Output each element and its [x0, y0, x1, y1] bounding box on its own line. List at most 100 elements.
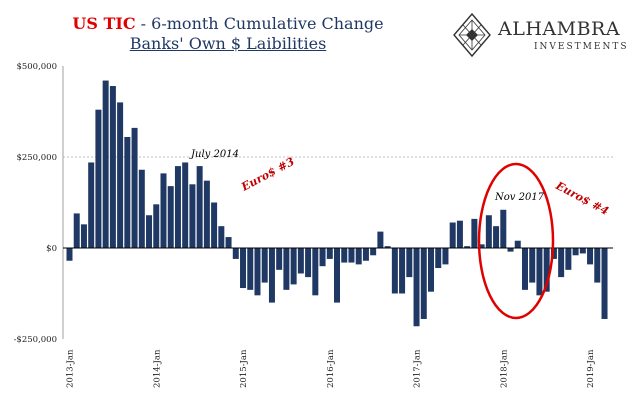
bar	[203, 180, 210, 248]
bar	[377, 231, 384, 248]
bar	[341, 248, 348, 263]
title-cumulative-change: - 6-month Cumulative Change	[135, 14, 384, 33]
bar	[471, 218, 478, 248]
bar	[435, 248, 442, 269]
bars	[66, 80, 608, 327]
chart-title: US TIC - 6-month Cumulative Change Banks…	[0, 14, 456, 54]
bar	[124, 136, 131, 248]
bar	[326, 248, 333, 259]
bar	[355, 248, 362, 265]
bar	[558, 248, 565, 278]
x-tick-label: 2015-Jan	[239, 349, 249, 388]
bar	[413, 248, 420, 327]
bar	[319, 248, 326, 267]
bar	[420, 248, 427, 319]
bar	[521, 248, 528, 290]
bar	[601, 248, 608, 319]
x-tick-label: 2013-Jan	[66, 349, 76, 388]
bar	[348, 248, 355, 263]
bar	[384, 246, 391, 248]
bar	[334, 248, 341, 303]
y-tick-label: $500,000	[16, 62, 57, 72]
bar	[66, 248, 73, 261]
bar	[594, 248, 601, 283]
bar	[579, 248, 586, 254]
annotation-july-2014: July 2014	[189, 149, 239, 160]
bar	[514, 240, 521, 248]
bar	[276, 248, 283, 270]
bar	[160, 173, 167, 248]
bar	[218, 226, 225, 248]
bar	[449, 222, 456, 248]
annotation-euro-4: Euro$ #4	[553, 179, 611, 218]
bar	[456, 220, 463, 248]
annotation-nov-2017: Nov 2017	[494, 192, 545, 203]
bar	[572, 248, 579, 256]
diamond-lattice-icon	[453, 12, 491, 58]
bar	[174, 166, 181, 248]
bar	[442, 248, 449, 265]
x-tick-labels: 2013-Jan 2014-Jan 2015-Jan 2016-Jan 2017-Jan…	[66, 349, 597, 388]
y-tick-label: -$250,000	[14, 335, 57, 345]
bar	[565, 248, 572, 270]
bar	[211, 202, 218, 248]
bar	[290, 248, 297, 285]
y-tick-label: $250,000	[16, 153, 57, 163]
bar	[406, 248, 413, 278]
title-line-1: US TIC - 6-month Cumulative Change	[0, 14, 456, 34]
bar	[428, 248, 434, 292]
bar	[370, 248, 377, 256]
bar	[399, 248, 406, 294]
alhambra-logo: ALHAMBRA INVESTMENTS	[452, 12, 637, 58]
bar	[362, 248, 369, 261]
bar	[102, 80, 109, 248]
bar	[536, 248, 543, 296]
x-tick-label: 2014-Jan	[152, 349, 162, 388]
x-tick-label: 2016-Jan	[326, 349, 336, 388]
bar	[464, 246, 471, 248]
bar	[138, 169, 145, 248]
bar	[261, 248, 268, 283]
bar	[182, 162, 189, 248]
x-tick-label: 2018-Jan	[499, 349, 509, 388]
bar	[529, 248, 536, 283]
bar	[305, 248, 312, 278]
bar	[500, 209, 507, 248]
x-tick-label: 2019-Jan	[586, 349, 596, 388]
bar	[268, 248, 275, 303]
bar	[485, 215, 492, 248]
logo-subtitle: INVESTMENTS	[534, 42, 629, 52]
bar	[88, 162, 95, 248]
bar	[189, 184, 196, 248]
y-tick-labels: $500,000 $250,000 $0 -$250,000	[14, 62, 57, 345]
bar	[247, 248, 254, 290]
bar	[95, 109, 102, 249]
y-tick-label: $0	[46, 244, 57, 254]
bar	[153, 204, 160, 248]
bar	[543, 248, 550, 292]
logo-name: ALHAMBRA	[498, 18, 621, 40]
bar	[109, 86, 116, 249]
bar	[587, 248, 594, 265]
bar	[493, 226, 500, 248]
x-tick-label: 2017-Jan	[413, 349, 423, 388]
bar	[550, 248, 557, 259]
bar	[240, 248, 247, 289]
bar	[283, 248, 290, 290]
bar	[478, 244, 485, 248]
bar	[73, 213, 80, 248]
bar	[254, 248, 261, 296]
bar	[225, 237, 232, 248]
bar	[507, 248, 514, 252]
bar	[297, 248, 304, 274]
bar	[391, 248, 398, 294]
bar	[232, 248, 239, 259]
bar	[131, 127, 138, 248]
bar	[146, 215, 153, 248]
bar	[117, 102, 124, 249]
bar	[312, 248, 319, 296]
bar	[196, 166, 203, 248]
annotation-euro-3: Euro$ #3	[238, 155, 296, 194]
bar	[80, 224, 87, 248]
